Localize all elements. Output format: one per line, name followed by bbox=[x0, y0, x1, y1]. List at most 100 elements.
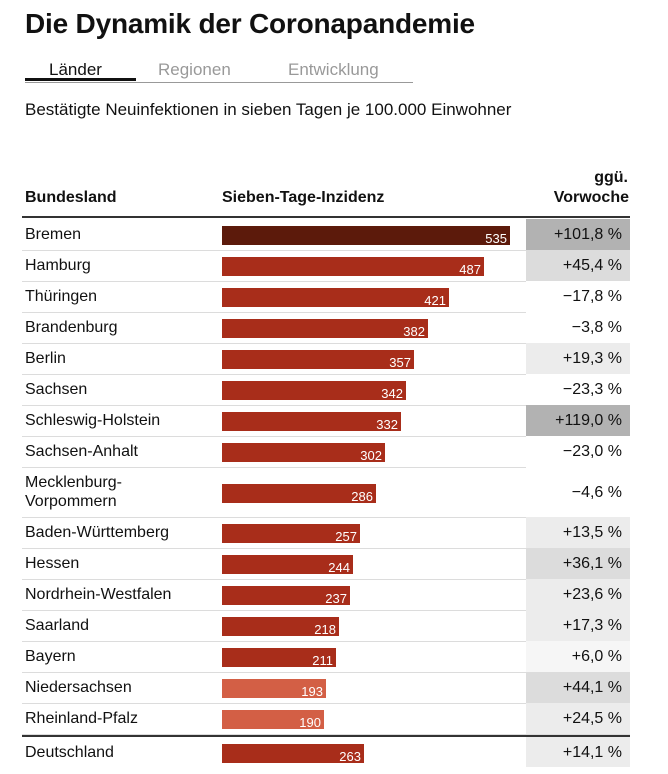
table-row: +17,3 % Saarland 218 bbox=[22, 610, 630, 642]
change-label: +23,6 % bbox=[562, 586, 622, 603]
incidence-value-label: 421 bbox=[424, 293, 446, 308]
incidence-bar: 302 bbox=[222, 443, 385, 463]
incidence-bar: 357 bbox=[222, 350, 414, 370]
change-cell: −17,8 % bbox=[526, 281, 630, 312]
table-row: +44,1 % Niedersachsen 193 bbox=[22, 672, 630, 704]
incidence-value-label: 487 bbox=[459, 262, 481, 277]
incidence-bar: 237 bbox=[222, 586, 350, 606]
incidence-bar: 421 bbox=[222, 288, 449, 308]
table-row: −4,6 % Mecklenburg- Vorpommern 286 bbox=[22, 467, 630, 518]
change-label: −4,6 % bbox=[571, 483, 622, 501]
table-row: −17,8 % Thüringen 421 bbox=[22, 281, 630, 313]
incidence-value-label: 193 bbox=[301, 684, 323, 699]
change-cell: +119,0 % bbox=[526, 405, 630, 436]
table-row: +13,5 % Baden-Württemberg 257 bbox=[22, 517, 630, 549]
change-label: −23,3 % bbox=[562, 381, 622, 398]
incidence-bar: 382 bbox=[222, 319, 428, 339]
state-name: Thüringen bbox=[25, 288, 98, 305]
change-cell: +44,1 % bbox=[526, 672, 630, 703]
change-label: +44,1 % bbox=[562, 679, 622, 696]
state-name: Brandenburg bbox=[25, 319, 118, 336]
incidence-bar: 332 bbox=[222, 412, 401, 432]
incidence-value-label: 263 bbox=[339, 748, 361, 764]
incidence-value-label: 382 bbox=[403, 324, 425, 339]
incidence-value-label: 342 bbox=[381, 386, 403, 401]
column-header-incidence: Sieben-Tage-Inzidenz bbox=[222, 189, 385, 206]
incidence-value-label: 218 bbox=[314, 622, 336, 637]
incidence-bar: 218 bbox=[222, 617, 339, 637]
incidence-bar: 190 bbox=[222, 710, 324, 730]
state-name: Bayern bbox=[25, 648, 76, 665]
change-cell: +13,5 % bbox=[526, 517, 630, 548]
change-label: +101,8 % bbox=[553, 226, 622, 243]
active-tab-indicator bbox=[25, 78, 136, 81]
incidence-value-label: 332 bbox=[376, 417, 398, 432]
table-row: −23,3 % Sachsen 342 bbox=[22, 374, 630, 406]
page-title: Die Dynamik der Coronapandemie bbox=[25, 8, 475, 39]
incidence-value-label: 211 bbox=[312, 653, 333, 668]
state-name: Nordrhein-Westfalen bbox=[25, 586, 172, 603]
incidence-value-label: 237 bbox=[325, 591, 347, 606]
incidence-value-label: 357 bbox=[389, 355, 411, 370]
change-label: +6,0 % bbox=[571, 648, 622, 665]
tab-laender[interactable]: Länder bbox=[49, 60, 102, 79]
chart-subtitle: Bestätigte Neuinfektionen in sieben Tage… bbox=[25, 100, 512, 119]
state-name: Hessen bbox=[25, 555, 80, 572]
state-name: Hamburg bbox=[25, 257, 91, 274]
incidence-bar: 257 bbox=[222, 524, 360, 544]
state-name: Saarland bbox=[25, 617, 90, 634]
change-cell: +17,3 % bbox=[526, 610, 630, 641]
incidence-value-label: 257 bbox=[335, 529, 357, 544]
change-label: +24,5 % bbox=[562, 710, 622, 727]
change-cell: +36,1 % bbox=[526, 548, 630, 579]
table-row: +36,1 % Hessen 244 bbox=[22, 548, 630, 580]
change-cell: +14,1 % bbox=[526, 737, 630, 767]
total-row: +14,1 % Deutschland 263 bbox=[22, 737, 630, 767]
state-name: Berlin bbox=[25, 350, 66, 367]
change-cell: +24,5 % bbox=[526, 703, 630, 734]
state-name: Mecklenburg- Vorpommern bbox=[25, 474, 122, 510]
change-cell: +6,0 % bbox=[526, 641, 630, 672]
incidence-bar: 535 bbox=[222, 226, 510, 246]
incidence-bar: 286 bbox=[222, 483, 376, 504]
table-row: +19,3 % Berlin 357 bbox=[22, 343, 630, 375]
change-label: −23,0 % bbox=[562, 443, 622, 460]
change-cell: −23,3 % bbox=[526, 374, 630, 405]
state-name: Schleswig-Holstein bbox=[25, 412, 161, 429]
incidence-bar: 263 bbox=[222, 743, 364, 764]
table-row: +24,5 % Rheinland-Pfalz 190 bbox=[22, 703, 630, 735]
table-row: +101,8 % Bremen 535 bbox=[22, 219, 630, 251]
tab-regionen[interactable]: Regionen bbox=[158, 60, 231, 79]
tab-entwicklung[interactable]: Entwicklung bbox=[288, 60, 379, 79]
change-label: +45,4 % bbox=[562, 257, 622, 274]
change-label: +36,1 % bbox=[562, 555, 622, 572]
incidence-bar: 487 bbox=[222, 257, 484, 277]
incidence-value-label: 244 bbox=[328, 560, 350, 575]
table-row: +45,4 % Hamburg 487 bbox=[22, 250, 630, 282]
state-name: Sachsen-Anhalt bbox=[25, 443, 138, 460]
change-label: −17,8 % bbox=[562, 288, 622, 305]
change-cell: +45,4 % bbox=[526, 250, 630, 281]
incidence-bar: 211 bbox=[222, 648, 336, 668]
incidence-bar: 244 bbox=[222, 555, 353, 575]
tab-bar: Länder Regionen Entwicklung bbox=[25, 60, 413, 83]
change-label: +119,0 % bbox=[555, 412, 622, 429]
incidence-value-label: 535 bbox=[485, 231, 507, 246]
state-name: Niedersachsen bbox=[25, 679, 132, 696]
column-header-change-line1: ggü. bbox=[594, 169, 628, 186]
header-rule bbox=[22, 216, 630, 218]
state-name: Deutschland bbox=[25, 743, 114, 761]
change-cell: +19,3 % bbox=[526, 343, 630, 374]
table-row: +119,0 % Schleswig-Holstein 332 bbox=[22, 405, 630, 437]
table-row: +6,0 % Bayern 211 bbox=[22, 641, 630, 673]
state-name: Sachsen bbox=[25, 381, 88, 398]
incidence-bar: 193 bbox=[222, 679, 326, 699]
change-label: +17,3 % bbox=[562, 617, 622, 634]
total-rule bbox=[22, 735, 630, 737]
change-label: −3,8 % bbox=[571, 319, 622, 336]
incidence-value-label: 286 bbox=[351, 488, 373, 504]
table-row: +23,6 % Nordrhein-Westfalen 237 bbox=[22, 579, 630, 611]
change-cell: −4,6 % bbox=[526, 467, 630, 517]
column-header-change-line2: Vorwoche bbox=[553, 189, 629, 206]
